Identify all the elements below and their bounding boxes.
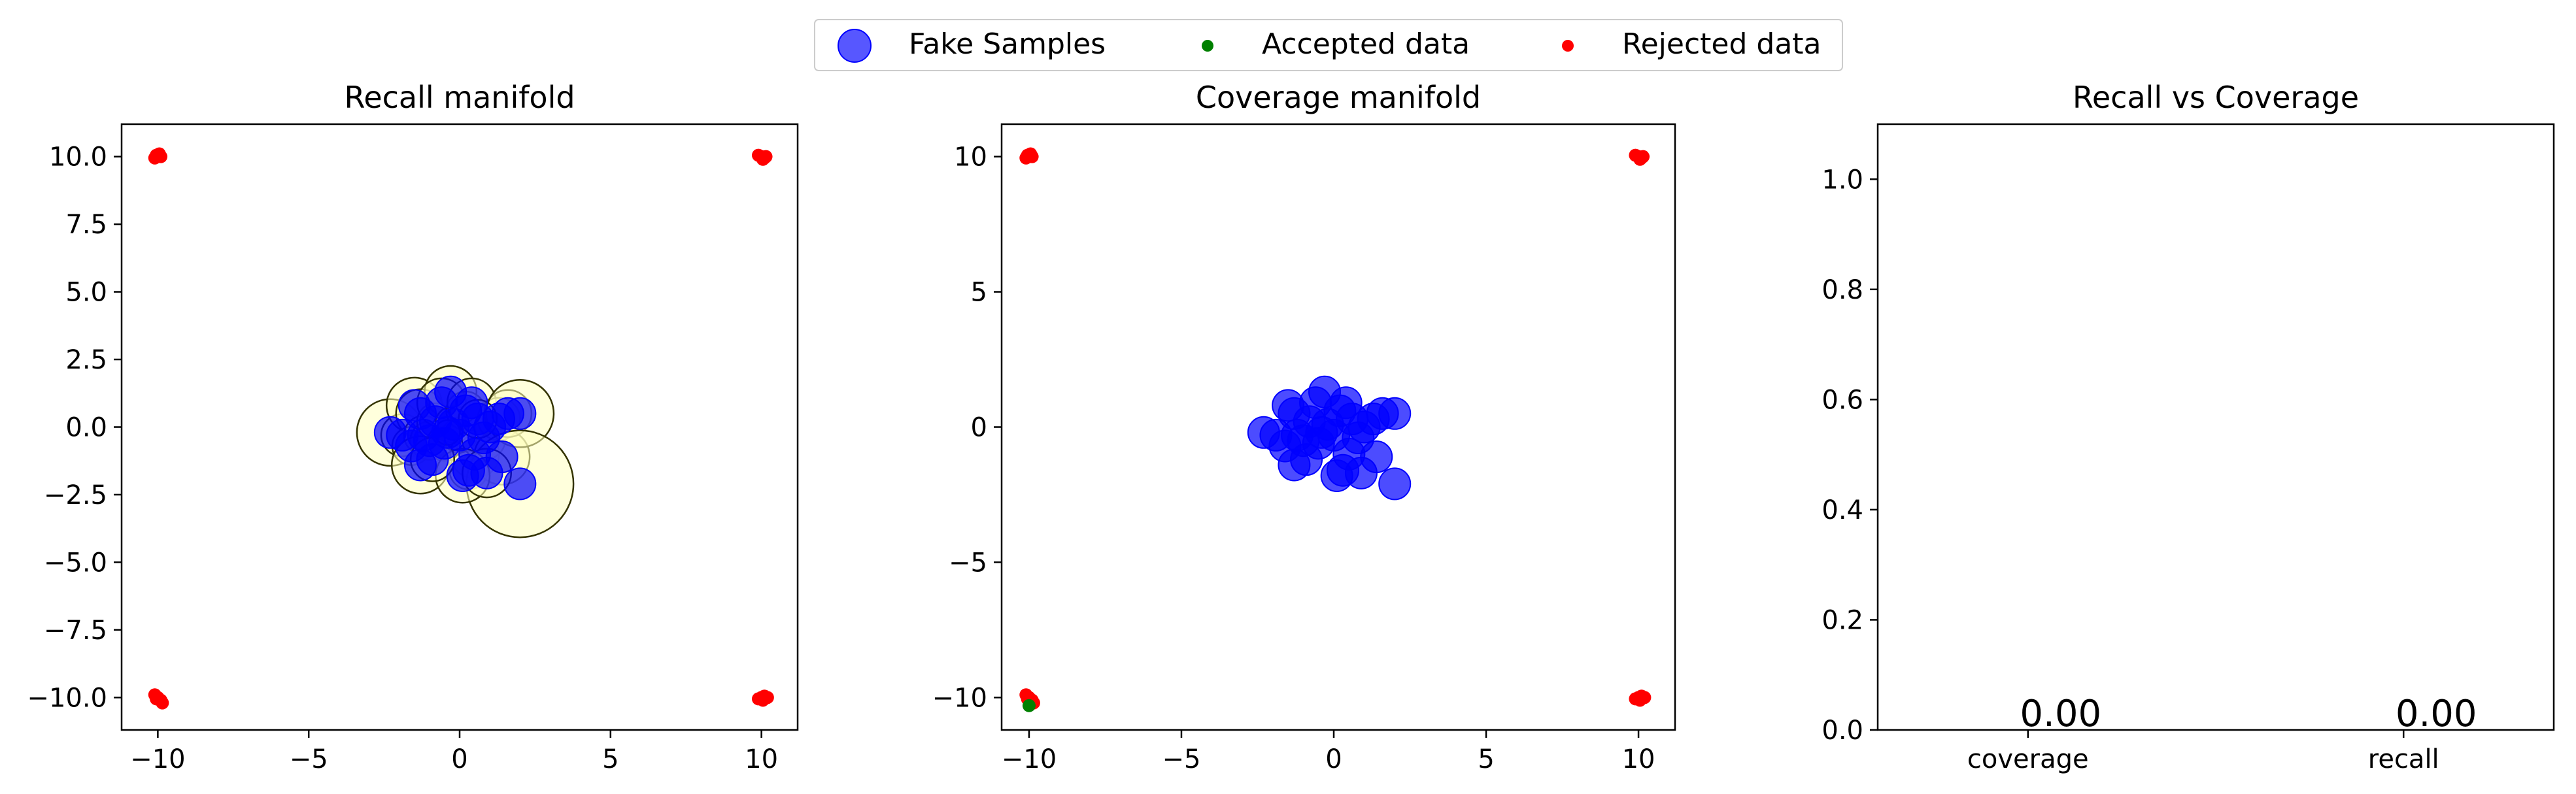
bar-value-label-coverage: 0.00	[2020, 693, 2101, 735]
x-tick-label: −5	[290, 744, 328, 774]
bar-value-label-recall: 0.00	[2396, 693, 2477, 735]
legend-marker-accepted-data	[1202, 40, 1213, 52]
recall-vs-coverage-title: Recall vs Coverage	[2073, 80, 2359, 115]
recall-vs-coverage-xaxis: coverage recall	[1967, 730, 2439, 774]
fake-sample-point	[1378, 467, 1412, 501]
legend-marker-fake-samples	[838, 29, 872, 63]
recall-vs-coverage-panel: Recall vs Coverage coverage recall 0.0 0.2…	[1822, 80, 2555, 774]
rejected-data-point	[150, 692, 163, 706]
y-tick-label: 0.0	[65, 413, 107, 443]
y-tick-label: −5	[949, 548, 987, 578]
fake-sample-point	[461, 403, 494, 436]
fake-sample-point	[470, 456, 503, 489]
y-tick-label: −10	[932, 683, 987, 713]
y-tick-label: 1.0	[1822, 165, 1863, 195]
y-tick-label: 2.5	[65, 345, 107, 375]
y-tick-label: 5	[971, 278, 987, 308]
recall-manifold-xaxis: −10 −5 0 5 10	[130, 730, 778, 774]
fake-sample-point	[1378, 397, 1412, 430]
fake-sample-point	[1335, 403, 1368, 436]
fake-sample-point	[416, 443, 449, 476]
recall-manifold-title: Recall manifold	[344, 80, 575, 115]
recall-manifold-yaxis: 10.0 7.5 5.0 2.5 0.0 −2.5 −5.0 −7.5 −10.0	[27, 142, 122, 713]
y-tick-label: 5.0	[65, 278, 107, 308]
accepted-data-point	[1022, 699, 1036, 712]
fake-sample-point	[1305, 416, 1338, 449]
y-tick-label: −2.5	[44, 480, 107, 510]
legend-label-rejected-data: Rejected data	[1622, 27, 1822, 61]
y-tick-label: 0.6	[1822, 385, 1863, 415]
rejected-data-point	[1025, 150, 1039, 163]
rejected-data-point	[154, 150, 168, 163]
coverage-manifold-yaxis: 10 5 0 −5 −10	[932, 142, 1002, 713]
legend: Fake Samples Accepted data Rejected data	[814, 19, 1843, 71]
coverage-manifold-marks	[1019, 147, 1652, 712]
recall-manifold-marks	[148, 147, 774, 710]
y-tick-label: 0.2	[1822, 605, 1863, 635]
rejected-data-point	[1633, 693, 1647, 707]
rejected-data-point	[759, 150, 773, 163]
coverage-manifold-xaxis: −10 −5 0 5 10	[1002, 730, 1655, 774]
x-tick-label-coverage: coverage	[1967, 744, 2089, 774]
x-tick-label: −10	[130, 744, 185, 774]
fake-sample-point	[503, 467, 537, 501]
coverage-manifold-title: Coverage manifold	[1196, 80, 1481, 115]
rejected-data-point	[756, 693, 770, 707]
y-tick-label: −7.5	[44, 616, 107, 646]
y-tick-label: 0.4	[1822, 495, 1863, 525]
x-tick-label: 0	[1325, 744, 1342, 774]
recall-vs-coverage-plot-area	[1876, 123, 2555, 731]
y-tick-label: −10.0	[27, 683, 107, 713]
y-tick-label: −5.0	[44, 548, 107, 578]
y-tick-label: 0.0	[1822, 716, 1863, 746]
y-tick-label: 10.0	[49, 142, 107, 173]
fake-sample-point	[1290, 443, 1323, 476]
x-tick-label: −5	[1162, 744, 1200, 774]
fake-sample-point	[431, 416, 464, 449]
recall-vs-coverage-marks: 0.00 0.00	[2020, 693, 2477, 735]
y-tick-label: 0	[971, 413, 987, 443]
x-tick-label: 0	[451, 744, 467, 774]
coverage-manifold-panel: Coverage manifold −10 −5 0 5 10 10 5 0 −5 −10	[932, 80, 1676, 774]
x-tick-label: 5	[602, 744, 619, 774]
legend-label-fake-samples: Fake Samples	[909, 27, 1106, 61]
legend-marker-rejected-data	[1562, 40, 1574, 52]
recall-vs-coverage-yaxis: 0.0 0.2 0.4 0.6 0.8 1.0	[1822, 165, 1878, 746]
fake-sample-point	[1344, 456, 1378, 489]
y-tick-label: 7.5	[65, 210, 107, 240]
legend-frame	[814, 19, 1843, 71]
recall-manifold-panel: Recall manifold −10 −5 0 5 10 10.0 7.5 5.0 2.5 0…	[27, 80, 799, 774]
legend-label-accepted-data: Accepted data	[1262, 27, 1470, 61]
y-tick-label: 10	[954, 142, 987, 173]
x-tick-label-recall: recall	[2368, 744, 2439, 774]
fake-sample-point	[503, 397, 537, 430]
x-tick-label: 10	[1622, 744, 1655, 774]
y-tick-label: 0.8	[1822, 275, 1863, 305]
x-tick-label: 5	[1478, 744, 1494, 774]
x-tick-label: −10	[1002, 744, 1057, 774]
rejected-data-point	[1636, 150, 1650, 163]
x-tick-label: 10	[745, 744, 778, 774]
